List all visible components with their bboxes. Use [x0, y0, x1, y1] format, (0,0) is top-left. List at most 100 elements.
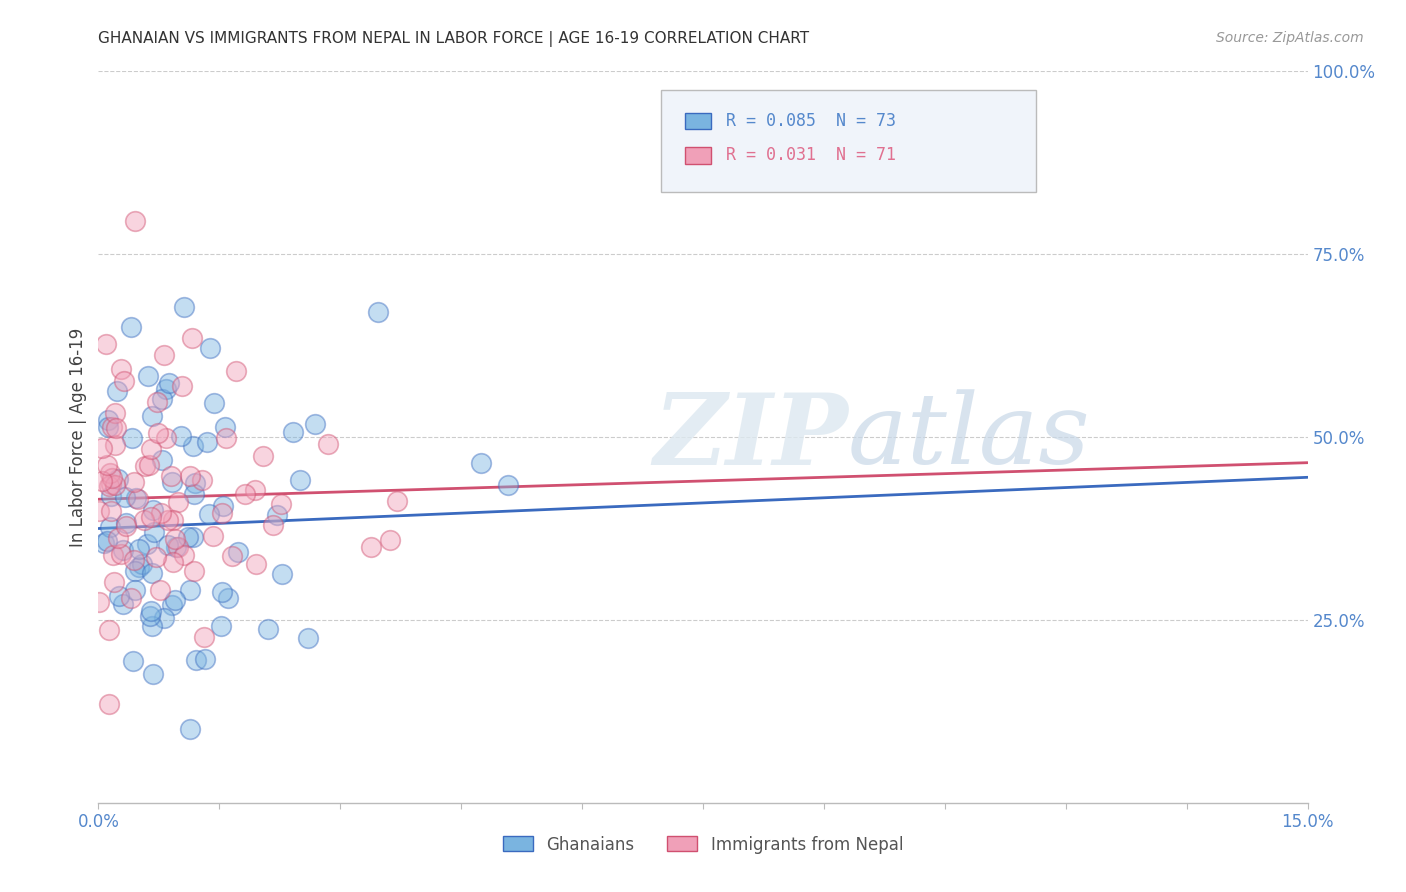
Point	[470, 456, 492, 470]
Point	[142, 666, 165, 681]
Point	[122, 654, 145, 668]
Point	[100, 419, 122, 434]
Point	[304, 417, 326, 432]
Y-axis label: In Labor Force | Age 16-19: In Labor Force | Age 16-19	[69, 327, 87, 547]
Point	[128, 560, 150, 574]
Point	[96, 458, 118, 472]
Point	[139, 509, 162, 524]
Point	[105, 420, 128, 434]
Point	[191, 473, 214, 487]
Point	[141, 566, 163, 580]
Point	[169, 428, 191, 442]
Point	[120, 319, 142, 334]
Point	[146, 395, 169, 409]
Point	[131, 557, 153, 571]
Point	[266, 508, 288, 522]
Point	[141, 619, 163, 633]
Point	[181, 530, 204, 544]
Point	[134, 513, 156, 527]
Point	[288, 473, 311, 487]
Point	[124, 475, 146, 490]
Point	[110, 362, 132, 376]
Point	[145, 549, 167, 564]
Point	[87, 504, 110, 518]
Point	[150, 452, 173, 467]
Text: GHANAIAN VS IMMIGRANTS FROM NEPAL IN LABOR FORCE | AGE 16-19 CORRELATION CHART: GHANAIAN VS IMMIGRANTS FROM NEPAL IN LAB…	[98, 31, 810, 47]
Point	[173, 549, 195, 563]
Point	[194, 651, 217, 665]
Point	[125, 491, 148, 505]
Point	[252, 449, 274, 463]
Point	[97, 479, 120, 493]
Point	[160, 469, 183, 483]
Point	[94, 337, 117, 351]
Point	[165, 541, 187, 555]
Point	[142, 503, 165, 517]
Point	[162, 512, 184, 526]
Point	[245, 483, 267, 497]
Point	[245, 557, 267, 571]
Point	[387, 493, 409, 508]
Point	[156, 538, 179, 552]
Point	[97, 419, 120, 434]
Point	[100, 489, 122, 503]
Point	[105, 384, 128, 398]
Point	[160, 598, 183, 612]
Point	[202, 529, 225, 543]
Point	[177, 531, 200, 545]
Point	[103, 406, 125, 420]
FancyBboxPatch shape	[685, 147, 711, 163]
Point	[148, 426, 170, 441]
Point	[93, 536, 115, 550]
Point	[498, 477, 520, 491]
Point	[209, 619, 232, 633]
Point	[157, 376, 180, 391]
Point	[122, 553, 145, 567]
Point	[143, 525, 166, 540]
Text: atlas: atlas	[848, 390, 1091, 484]
Point	[163, 593, 186, 607]
Point	[150, 392, 173, 406]
Point	[173, 300, 195, 314]
Point	[195, 434, 218, 449]
Point	[121, 431, 143, 445]
Point	[124, 564, 146, 578]
Point	[155, 383, 177, 397]
Point	[112, 597, 135, 611]
Point	[214, 420, 236, 434]
Point	[104, 478, 127, 492]
Point	[153, 611, 176, 625]
Point	[139, 604, 162, 618]
Point	[153, 348, 176, 362]
Point	[198, 507, 221, 521]
Point	[108, 589, 131, 603]
Point	[256, 622, 278, 636]
Point	[270, 566, 292, 581]
Point	[155, 431, 177, 445]
Point	[90, 474, 112, 488]
Point	[120, 591, 142, 606]
Point	[141, 409, 163, 423]
Point	[135, 537, 157, 551]
Point	[211, 506, 233, 520]
Point	[202, 396, 225, 410]
Point	[170, 379, 193, 393]
Point	[183, 564, 205, 578]
Point	[110, 547, 132, 561]
Point	[114, 518, 136, 533]
Point	[100, 477, 122, 491]
Point	[378, 533, 401, 548]
Point	[107, 472, 129, 486]
Point	[281, 425, 304, 439]
Point	[183, 487, 205, 501]
Point	[184, 475, 207, 490]
Point	[211, 585, 233, 599]
Point	[101, 548, 124, 562]
Point	[198, 342, 221, 356]
Point	[98, 520, 121, 534]
Point	[160, 475, 183, 489]
Point	[233, 487, 256, 501]
Point	[360, 540, 382, 554]
Point	[179, 582, 201, 597]
Point	[98, 623, 121, 637]
